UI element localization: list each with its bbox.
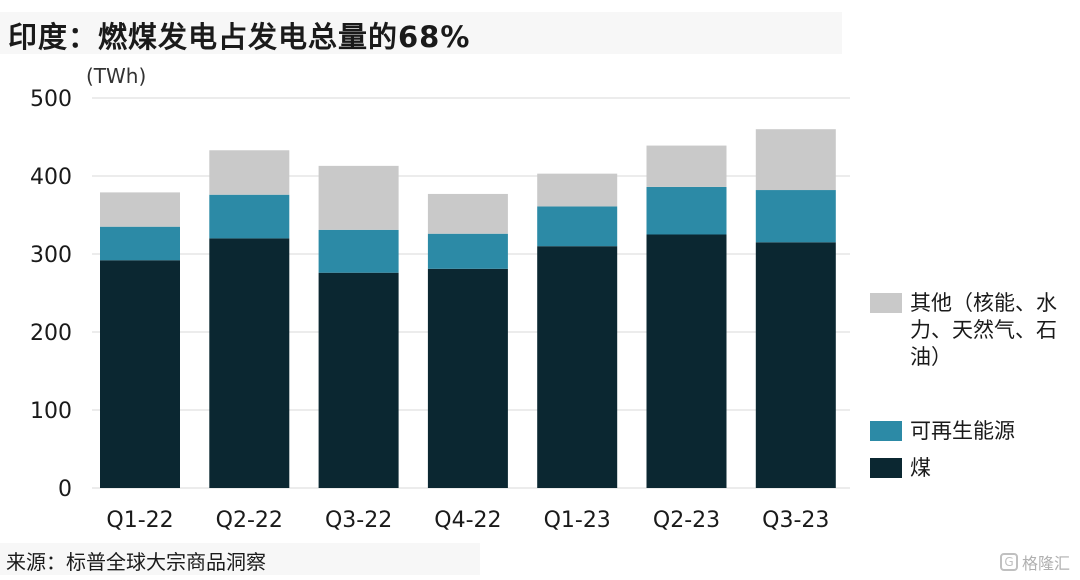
legend-swatch-coal — [870, 458, 902, 478]
y-axis-unit-label: (TWh) — [86, 64, 147, 88]
y-tick-label-200: 200 — [30, 321, 72, 346]
x-tick-label-Q2-23: Q2-23 — [653, 508, 720, 533]
watermark-logo-icon: G — [999, 553, 1018, 571]
y-tick-label-0: 0 — [58, 477, 72, 502]
bar-Q4-22-series-1 — [427, 233, 508, 269]
y-tick-label-400: 400 — [30, 165, 72, 190]
bar-Q3-23-series-2 — [755, 129, 836, 191]
legend-item-renewable: 可再生能源 — [870, 418, 1015, 445]
y-tick-label-500: 500 — [30, 87, 72, 112]
bar-Q1-22-series-1 — [100, 226, 180, 261]
bar-Q1-22-series-0 — [100, 260, 180, 488]
x-tick-label-Q1-23: Q1-23 — [544, 508, 611, 533]
legend-swatch-other — [870, 293, 902, 313]
bar-Q3-23-series-1 — [755, 190, 836, 243]
bar-Q3-22-series-2 — [318, 165, 399, 230]
bar-Q1-23-series-1 — [537, 206, 618, 247]
bar-Q1-23-series-2 — [537, 173, 618, 207]
watermark-text: 格隆汇 — [1021, 554, 1070, 573]
x-tick-label-Q2-22: Q2-22 — [216, 508, 283, 533]
legend-label-other: 其他（核能、水力、天然气、石油） — [910, 291, 1057, 369]
y-tick-label-300: 300 — [30, 243, 72, 268]
title-band — [0, 12, 842, 54]
bar-Q1-22-series-2 — [100, 192, 180, 227]
source-band — [0, 543, 480, 575]
bar-Q2-22-series-1 — [209, 194, 290, 239]
y-tick-label-100: 100 — [30, 399, 72, 424]
x-tick-label-Q3-23: Q3-23 — [762, 508, 829, 533]
chart-title: 印度：燃煤发电占发电总量的68% — [8, 20, 471, 54]
bar-Q4-22-series-2 — [427, 193, 508, 234]
bar-Q2-23-series-1 — [646, 186, 727, 235]
legend-item-other: 其他（核能、水力、天然气、石油） — [870, 290, 1080, 371]
bar-Q2-22-series-0 — [209, 238, 290, 488]
x-tick-label-Q4-22: Q4-22 — [434, 508, 501, 533]
legend-swatch-renewable — [870, 421, 902, 441]
bar-Q2-23-series-0 — [646, 234, 727, 488]
bar-Q3-22-series-0 — [318, 272, 399, 488]
legend-label-coal: 煤 — [910, 456, 931, 480]
bar-Q1-23-series-0 — [537, 246, 618, 488]
source-note: 来源：标普全球大宗商品洞察 — [6, 550, 266, 574]
bar-Q2-22-series-2 — [209, 150, 290, 195]
watermark: G 格隆汇 — [999, 550, 1070, 574]
bar-Q2-23-series-2 — [646, 145, 727, 187]
bar-Q4-22-series-0 — [427, 268, 508, 488]
legend-label-renewable: 可再生能源 — [910, 419, 1015, 443]
bar-Q3-23-series-0 — [755, 242, 836, 488]
x-tick-label-Q1-22: Q1-22 — [106, 508, 173, 533]
x-tick-label-Q3-22: Q3-22 — [325, 508, 392, 533]
legend-item-coal: 煤 — [870, 455, 931, 482]
bar-Q3-22-series-1 — [318, 229, 399, 273]
